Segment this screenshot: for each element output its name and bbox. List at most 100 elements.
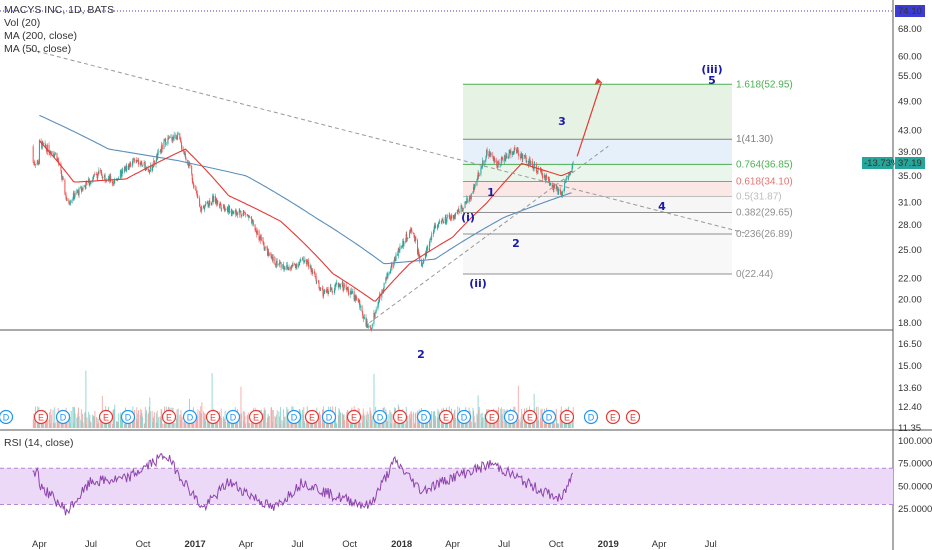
candle-body <box>209 200 211 205</box>
volume-bar <box>279 423 281 428</box>
candle-body <box>355 296 357 301</box>
candle-body <box>466 198 468 203</box>
volume-bar <box>175 418 177 428</box>
volume-bar <box>367 421 369 428</box>
candle-body <box>72 199 74 201</box>
candle-body <box>323 292 325 297</box>
earnings-marker-label: E <box>38 413 44 423</box>
candle-body <box>94 174 96 175</box>
volume-bar <box>222 416 224 428</box>
candle-body <box>347 287 349 290</box>
volume-bar <box>439 415 441 428</box>
candle-body <box>547 177 549 179</box>
candle-body <box>112 182 114 184</box>
candle-body <box>152 167 154 168</box>
candle-body <box>131 164 133 167</box>
volume-bar <box>64 423 66 428</box>
candle-body <box>553 184 555 188</box>
volume-bar <box>118 413 120 428</box>
candle-body <box>449 215 451 217</box>
candle-body <box>496 160 498 166</box>
volume-bar <box>164 421 166 428</box>
candle-body <box>149 171 151 173</box>
volume-bar <box>425 421 427 428</box>
volume-bar <box>562 422 563 428</box>
volume-bar <box>438 416 439 428</box>
price-tick-label: 43.00 <box>898 125 922 136</box>
candle-body <box>420 261 422 266</box>
volume-bar <box>555 408 557 428</box>
candle-body <box>68 202 70 204</box>
volume-bar <box>50 408 52 428</box>
candle-body <box>422 263 424 265</box>
volume-bar <box>191 421 193 428</box>
volume-bar <box>264 409 266 428</box>
rsi-band <box>0 468 893 505</box>
candle-body <box>486 149 488 157</box>
candle-body <box>299 261 301 263</box>
candle-body <box>326 291 328 293</box>
candle-body <box>152 167 154 171</box>
volume-bar <box>556 423 558 428</box>
candle-body <box>383 282 385 289</box>
volume-bar <box>72 406 74 428</box>
candle-body <box>488 152 490 157</box>
volume-bar <box>274 416 276 428</box>
dividend-marker <box>321 409 337 425</box>
dividend-marker <box>225 409 241 425</box>
candle-body <box>247 215 249 216</box>
candle-body <box>247 215 249 218</box>
candle-body <box>489 152 491 156</box>
volume-bar <box>295 423 297 428</box>
volume-bar <box>284 417 285 428</box>
dividend-marker-label: D <box>508 413 515 423</box>
volume-bar <box>363 415 365 428</box>
candle-body <box>505 155 507 158</box>
volume-bar <box>89 414 91 428</box>
candle-body <box>342 287 344 290</box>
candle-body <box>347 289 349 295</box>
volume-bar <box>521 413 523 428</box>
candle-body <box>509 150 511 154</box>
candle-body <box>119 171 121 178</box>
candle-body <box>322 289 324 297</box>
volume-bar <box>474 422 476 428</box>
candle-body <box>342 282 344 288</box>
candle-body <box>480 168 482 175</box>
candle-body <box>556 186 558 190</box>
candle-body <box>525 157 527 162</box>
candle-body <box>272 257 274 262</box>
volume-bar <box>93 416 95 428</box>
dividend-marker-label: D <box>60 413 67 423</box>
volume-bar <box>276 414 278 428</box>
volume-bar <box>243 420 245 428</box>
candle-body <box>33 162 35 165</box>
volume-bar <box>275 423 277 428</box>
candle-body <box>227 207 229 213</box>
price-tick-label: 31.00 <box>898 198 922 209</box>
candle-body <box>389 271 391 274</box>
dividend-marker-label: D <box>326 413 333 423</box>
volume-bar <box>346 412 348 428</box>
candle-body <box>137 159 139 165</box>
candle-body <box>161 144 163 150</box>
candle-body <box>569 171 571 175</box>
candle-body <box>429 239 431 244</box>
candle-body <box>312 271 314 273</box>
volume-bar <box>387 414 389 428</box>
candle-body <box>239 210 241 213</box>
volume-bar <box>288 420 290 428</box>
price-tick-label: 35.00 <box>898 171 922 182</box>
candle-body <box>128 164 130 170</box>
volume-bar <box>470 420 472 428</box>
volume-bar <box>500 407 502 428</box>
volume-bar <box>533 393 535 428</box>
candle-body <box>332 291 334 292</box>
candle-body <box>311 268 313 273</box>
volume-bar <box>288 423 289 428</box>
candle-body <box>319 287 321 289</box>
candle-body <box>255 229 257 231</box>
volume-bar <box>529 422 531 428</box>
candle-body <box>151 165 153 171</box>
wave-label: 4 <box>658 200 666 213</box>
